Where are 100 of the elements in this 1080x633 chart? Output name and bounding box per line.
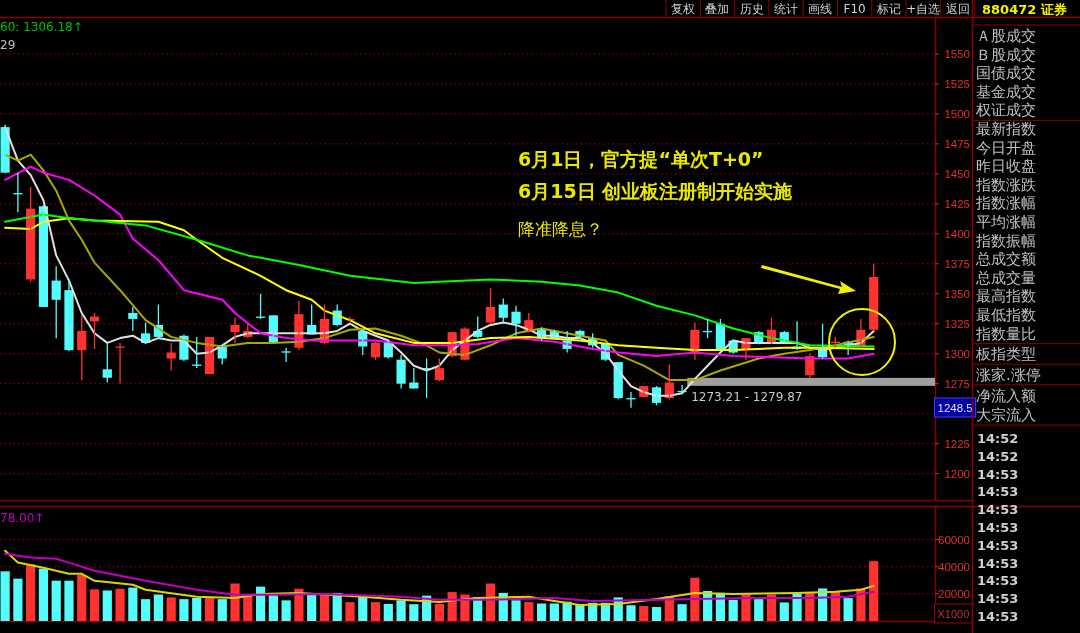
y-tick-label: 1275: [944, 377, 970, 390]
annotation: 60: 1306.18↑: [0, 20, 83, 34]
annotation: 29: [0, 38, 16, 52]
bar: [677, 604, 687, 621]
text: 总成交量: [975, 268, 1036, 287]
bar: [179, 599, 189, 621]
bar: [345, 602, 355, 621]
candlestick: [485, 287, 496, 325]
text: 总成交额: [975, 250, 1036, 269]
bar: [26, 564, 36, 621]
bar: [166, 597, 176, 621]
text: 14:52: [977, 431, 1019, 446]
text: 平均涨幅: [976, 213, 1036, 231]
annotation: 6月1日，官方提“单次T+0”: [518, 148, 764, 170]
annotation: 6月15日 创业板注册制开始实施: [518, 180, 794, 202]
bar: [38, 568, 49, 621]
bar: [754, 599, 764, 621]
bar: [115, 588, 125, 621]
bar: [383, 603, 393, 621]
bar: [77, 574, 87, 621]
text: 1248.5: [937, 402, 973, 414]
text: Ａ股成交: [976, 27, 1036, 45]
text: 880472 证券: [982, 2, 1067, 17]
bar: [128, 587, 138, 621]
text: 14:53: [977, 573, 1019, 589]
text: 今日开盘: [976, 138, 1036, 157]
bar: [141, 599, 151, 621]
text: 涨家.涨停: [976, 365, 1041, 384]
bar: [396, 600, 406, 621]
bar: [779, 602, 789, 621]
bar: [766, 594, 777, 621]
bar: [869, 561, 879, 621]
text: X1000: [937, 608, 970, 620]
text: 14:53: [977, 537, 1019, 553]
text: 基金成交: [976, 82, 1036, 101]
y-tick-label: 1450: [944, 167, 970, 180]
y-tick-label: 1350: [944, 287, 970, 300]
y-tick-label: 1400: [944, 227, 970, 240]
text: 指数振幅: [975, 231, 1036, 250]
text: 14:52: [977, 448, 1019, 464]
bar: [536, 603, 547, 621]
text: +自选: [906, 2, 941, 16]
y-tick-label: 1525: [944, 77, 970, 90]
text: 指数涨幅: [975, 194, 1036, 213]
bar: [217, 599, 227, 621]
y-tick-label: 1500: [944, 107, 970, 120]
text: 14:53: [977, 520, 1019, 535]
bar: [409, 604, 419, 621]
text: 净流入额: [976, 387, 1036, 406]
text: 14:53: [977, 466, 1019, 482]
text: 昨日收盘: [976, 157, 1036, 176]
text: 14:53: [977, 555, 1019, 571]
bar: [51, 580, 61, 621]
y-tick-label: 1325: [944, 317, 970, 330]
text: 画线: [808, 2, 833, 16]
text: 历史: [739, 2, 764, 16]
bar: [307, 593, 317, 621]
text: 返回: [945, 2, 970, 16]
bar: [281, 600, 291, 621]
band-label: 1273.21 - 1279.87: [691, 389, 803, 404]
bar: [626, 605, 636, 621]
text: 大宗流入: [976, 406, 1036, 424]
text: 最高指数: [976, 287, 1036, 306]
candlestick: [102, 342, 112, 384]
y-tick-label: 1225: [944, 437, 970, 450]
annotation: 降准降息？: [518, 219, 603, 239]
y-tick-label: 1425: [944, 197, 970, 210]
text: 最新指数: [976, 120, 1036, 138]
text: 复权: [671, 2, 696, 16]
bar: [102, 590, 112, 621]
bar: [843, 598, 853, 621]
bar: [192, 597, 202, 621]
bar: [89, 589, 100, 621]
candlestick: [204, 336, 215, 375]
annotation: 78.00↑: [0, 511, 45, 525]
y-tick-label: 60000: [938, 533, 970, 546]
bar: [370, 602, 381, 621]
bar: [728, 599, 738, 621]
text: 14:53: [977, 591, 1019, 607]
y-tick-label: 20000: [938, 587, 970, 600]
bar: [153, 594, 163, 621]
bar: [204, 597, 215, 621]
text: Ｂ股成交: [976, 45, 1036, 64]
y-tick-label: 1375: [944, 257, 970, 270]
text: 国债成交: [976, 64, 1036, 83]
text: 最低指数: [976, 306, 1036, 324]
text: 权证成交: [975, 101, 1036, 120]
text: 14:53: [977, 609, 1019, 624]
y-tick-label: 1550: [944, 47, 970, 60]
text: 叠加: [705, 2, 730, 16]
bar: [511, 600, 521, 621]
bar: [319, 594, 330, 621]
text: 板指类型: [975, 345, 1036, 364]
bar: [64, 580, 74, 621]
text: 指数量比: [975, 324, 1036, 343]
text: 统计: [774, 2, 799, 16]
y-tick-label: 1475: [944, 137, 970, 150]
candlestick: [281, 347, 291, 363]
text: 14:53: [977, 502, 1019, 518]
bar: [549, 603, 559, 621]
